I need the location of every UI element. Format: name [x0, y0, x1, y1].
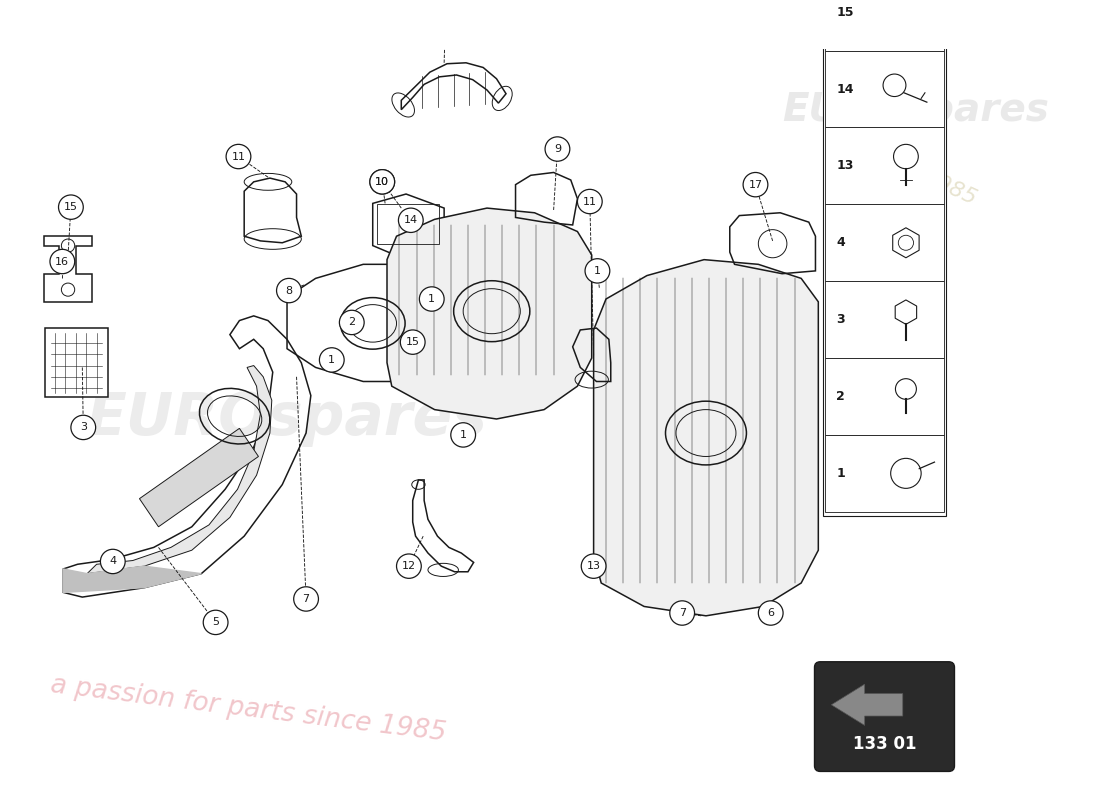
Text: 1: 1 [428, 294, 436, 304]
Circle shape [370, 170, 395, 194]
Text: 13: 13 [836, 159, 854, 173]
Circle shape [578, 190, 602, 214]
Circle shape [370, 170, 395, 194]
Text: 1: 1 [836, 467, 845, 480]
Circle shape [585, 258, 609, 283]
Polygon shape [387, 208, 592, 419]
Polygon shape [140, 428, 258, 526]
Circle shape [419, 287, 444, 311]
Text: 14: 14 [836, 82, 854, 95]
Circle shape [50, 250, 75, 274]
Circle shape [398, 208, 424, 233]
Circle shape [670, 601, 694, 626]
Text: 6: 6 [767, 608, 774, 618]
Text: 8: 8 [285, 286, 293, 295]
Text: since1985: since1985 [868, 142, 980, 209]
Polygon shape [87, 366, 272, 574]
Bar [825, 127, 944, 204]
Text: 16: 16 [55, 257, 69, 266]
Text: 12: 12 [439, 0, 453, 2]
Polygon shape [64, 566, 201, 592]
Circle shape [58, 195, 84, 219]
Text: 1: 1 [328, 355, 336, 365]
Circle shape [227, 144, 251, 169]
Circle shape [758, 601, 783, 626]
Text: 9: 9 [554, 144, 561, 154]
Text: 15: 15 [836, 6, 854, 18]
Circle shape [744, 173, 768, 197]
Polygon shape [594, 260, 818, 616]
Circle shape [276, 278, 301, 302]
Text: 3: 3 [80, 422, 87, 433]
Text: 17: 17 [748, 180, 762, 190]
Text: 15: 15 [406, 337, 420, 347]
Text: 7: 7 [679, 608, 685, 618]
Circle shape [70, 415, 96, 440]
Text: EUROspares: EUROspares [782, 90, 1049, 129]
Text: 5: 5 [212, 618, 219, 627]
Text: 4: 4 [836, 236, 845, 250]
Text: 15: 15 [64, 202, 78, 212]
Circle shape [319, 348, 344, 372]
Text: 1: 1 [594, 266, 601, 276]
Circle shape [400, 330, 425, 354]
Circle shape [396, 554, 421, 578]
Bar [825, 204, 944, 281]
FancyBboxPatch shape [814, 662, 955, 771]
Text: 11: 11 [231, 151, 245, 162]
Text: 1: 1 [460, 430, 466, 440]
Text: EUROspares: EUROspares [87, 390, 488, 447]
Text: 13: 13 [586, 561, 601, 571]
Text: 11: 11 [583, 197, 597, 206]
Circle shape [889, 0, 923, 29]
Text: 12: 12 [402, 561, 416, 571]
Bar [825, 0, 944, 50]
Text: 14: 14 [404, 215, 418, 226]
Circle shape [546, 137, 570, 162]
Text: 4: 4 [109, 557, 117, 566]
Text: 133 01: 133 01 [852, 735, 916, 753]
Polygon shape [832, 684, 903, 726]
Bar [825, 435, 944, 512]
Circle shape [899, 5, 913, 20]
Text: 7: 7 [302, 594, 309, 604]
Circle shape [294, 586, 318, 611]
Circle shape [100, 550, 125, 574]
Text: 10: 10 [375, 177, 389, 187]
FancyBboxPatch shape [45, 328, 108, 398]
Bar [825, 281, 944, 358]
Circle shape [204, 610, 228, 634]
Text: a passion for parts since 1985: a passion for parts since 1985 [50, 672, 448, 746]
Text: 2: 2 [836, 390, 845, 403]
Circle shape [581, 554, 606, 578]
Circle shape [433, 0, 459, 10]
Circle shape [451, 422, 475, 447]
Text: 3: 3 [836, 313, 845, 326]
Bar [825, 50, 944, 127]
Text: 2: 2 [349, 318, 355, 327]
Text: 10: 10 [375, 177, 389, 187]
Bar [825, 358, 944, 435]
Circle shape [340, 310, 364, 334]
Bar [823, 0, 946, 517]
